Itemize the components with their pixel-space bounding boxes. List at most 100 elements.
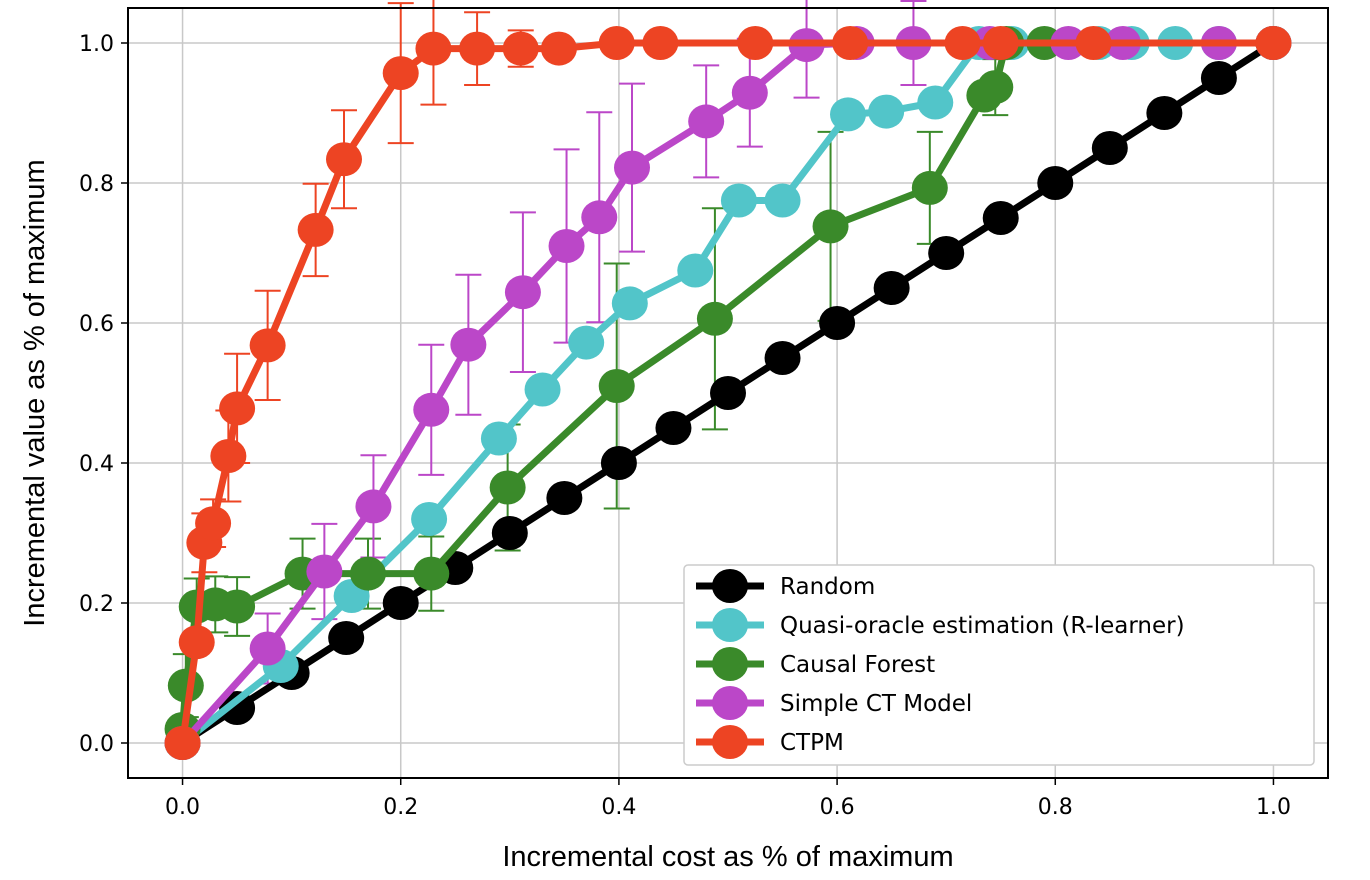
random-point [873,271,910,305]
series-layer [164,26,1292,760]
legend-swatch-marker [712,725,748,759]
simple-ct-model-point [306,554,343,589]
random-point [1037,166,1074,200]
x-tick-label: 0.8 [1038,795,1073,820]
causal-forest-point [977,70,1014,105]
causal-forest-point [812,209,849,244]
y-tick-label: 0.0 [79,732,114,757]
x-tick-label: 0.0 [165,795,200,820]
simple-ct-model-point [688,104,725,139]
random-point [600,446,637,480]
x-axis-label: Incremental cost as % of maximum [502,841,953,873]
quasi-oracle-estimation-r-learner-point [720,183,757,218]
legend-box [683,564,1315,766]
y-tick-label: 0.8 [79,172,114,197]
quasi-oracle-estimation-r-learner-point [411,502,448,536]
ctpm-point [382,56,419,91]
ctpm-series [164,26,1292,760]
quasi-oracle-estimation-r-learner-point [917,85,954,120]
legend: Random Quasi-oracle estimation (R-learner… [683,564,1315,766]
random-point [1200,61,1237,95]
random-point [819,306,856,340]
y-tick-label: 0.6 [79,312,114,337]
axis-ticks: 0.0 0.2 0.4 0.6 0.8 1.0 0.0 0.2 0.4 0.6 0.8 1.0 [79,32,1291,820]
simple-ct-model-point [413,392,450,427]
x-tick-label: 0.4 [601,795,636,820]
y-tick-label: 0.4 [79,452,114,477]
legend-item-simple-ct-model: Simple CT Model [696,686,972,720]
causal-forest-point [598,369,635,403]
causal-forest-point [911,170,948,205]
random-point [219,691,256,725]
ctpm-point [459,31,496,66]
ctpm-point [737,26,774,60]
legend-swatch-marker [712,686,748,720]
random-point [1091,131,1128,165]
legend-label: Causal Forest [780,652,935,678]
y-tick-label: 0.2 [79,592,114,617]
legend-label: Simple CT Model [780,691,972,717]
random-point [710,376,746,410]
random-point [382,586,419,620]
simple-ct-model-point [581,200,618,235]
x-tick-label: 0.2 [383,795,418,820]
legend-label: CTPM [780,730,844,756]
ctpm-point [249,328,286,363]
plot-frame [127,7,1329,779]
random-point [328,621,365,655]
random-point [1146,96,1183,130]
simple-ct-model-point [548,229,585,263]
ctpm-point [502,31,539,66]
quasi-oracle-estimation-r-learner-point [764,183,801,218]
legend-swatch-marker [712,569,748,603]
quasi-oracle-estimation-r-learner-point [830,97,866,132]
ctpm-point [1075,26,1112,60]
legend-swatch-marker [712,647,748,681]
causal-forest-point [219,589,256,624]
legend-item-causal-forest: Causal Forest [696,647,935,681]
random-point [546,481,583,515]
causal-forest-point [350,556,386,591]
simple-ct-model-point [355,489,392,524]
y-tick-label: 1.0 [79,32,114,57]
ctpm-point [642,26,679,60]
random-point [764,341,801,375]
ctpm-point [210,439,247,473]
ctpm-point [219,391,256,426]
ctpm-point [297,212,334,247]
legend-item-quasi-oracle-estimation-r-learner: Quasi-oracle estimation (R-learner) [696,608,1185,642]
ctpm-point [832,26,869,60]
legend-item-ctpm: CTPM [696,725,844,759]
simple-ct-model-point [450,327,487,362]
quasi-oracle-estimation-r-learner-point [611,286,648,321]
quasi-oracle-estimation-r-learner-point [524,372,561,407]
random-point [928,236,965,270]
legend-item-random: Random [696,569,875,603]
causal-forest-point [489,470,526,505]
ctpm-point [598,26,635,60]
quasi-oracle-estimation-r-learner-point [568,325,605,360]
simple-ct-model-point [614,150,650,185]
simple-ct-model-point [731,75,768,110]
ctpm-point [982,26,1019,60]
random-point [655,411,692,445]
ctpm-point [1255,26,1292,60]
random-point [982,201,1019,235]
random-point [491,516,528,550]
simple-ct-model-point [249,631,286,666]
ctpm-point [415,31,452,66]
ctpm-point [944,26,981,60]
simple-ct-model-point [504,275,541,310]
causal-forest-point [696,301,733,336]
ctpm-line [179,39,1274,744]
quasi-oracle-estimation-r-learner-point [480,421,517,456]
causal-forest-point [413,556,450,591]
ctpm-point [164,726,201,760]
ctpm-point [540,31,577,66]
legend-label: Random [780,574,875,600]
x-tick-label: 1.0 [1256,795,1291,820]
legend-label: Quasi-oracle estimation (R-learner) [780,613,1185,639]
y-axis-label: Incremental value as % of maximum [19,159,51,626]
x-tick-label: 0.6 [820,795,855,820]
